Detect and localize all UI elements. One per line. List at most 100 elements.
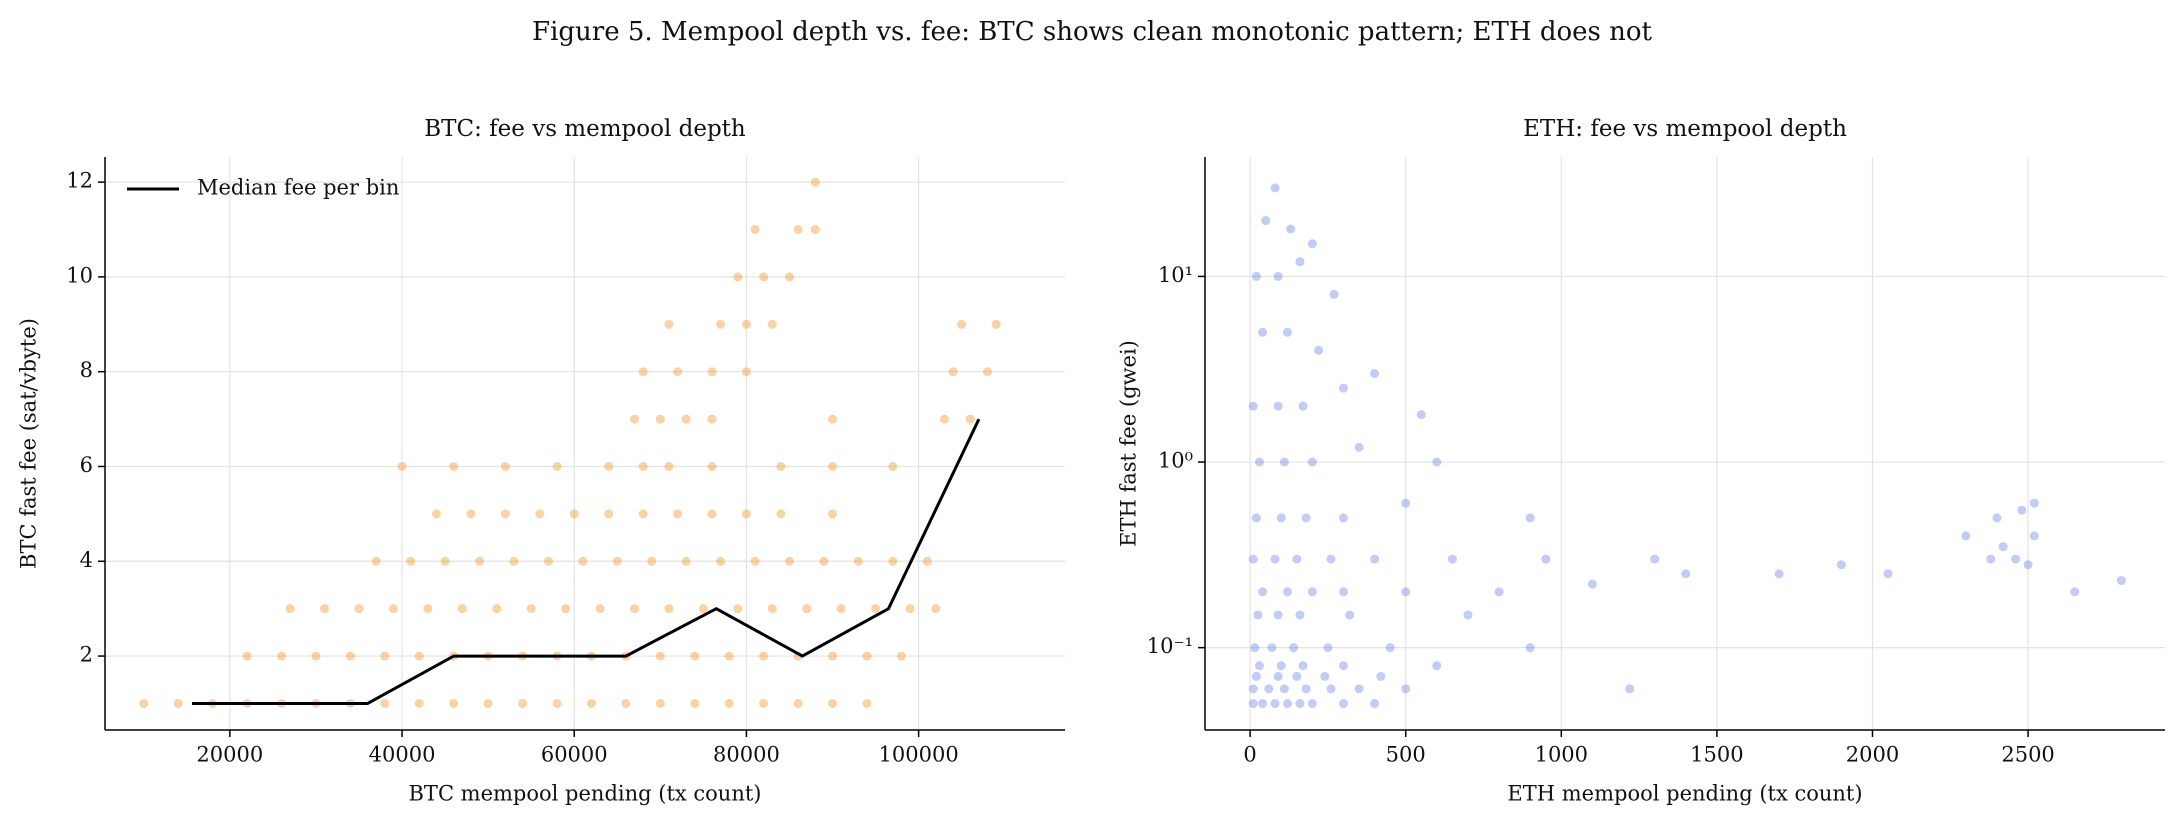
x-tick-label: 0 — [1243, 743, 1256, 767]
scatter-point — [1401, 498, 1411, 508]
scatter-point — [388, 604, 398, 614]
scatter-point — [2029, 498, 2039, 508]
scatter-point — [1276, 513, 1286, 523]
scatter-point — [1401, 587, 1411, 597]
scatter-point — [552, 461, 562, 471]
scatter-point — [698, 604, 708, 614]
scatter-point — [871, 604, 881, 614]
scatter-point — [354, 604, 364, 614]
scatter-point — [888, 556, 898, 566]
scatter-point — [509, 556, 519, 566]
scatter-point — [621, 698, 631, 708]
x-axis-label: BTC mempool pending (tx count) — [409, 782, 762, 806]
scatter-point — [991, 319, 1001, 329]
scatter-point — [1307, 239, 1317, 249]
scatter-point — [767, 604, 777, 614]
scatter-point — [371, 556, 381, 566]
scatter-point — [380, 651, 390, 661]
scatter-point — [1326, 554, 1336, 564]
scatter-point — [759, 651, 769, 661]
legend-label: Median fee per bin — [197, 176, 399, 200]
scatter-point — [1883, 569, 1893, 579]
scatter-point — [1307, 587, 1317, 597]
scatter-point — [664, 461, 674, 471]
scatter-point — [1986, 554, 1996, 564]
scatter-point — [1248, 699, 1258, 709]
scatter-point — [483, 698, 493, 708]
scatter-point — [1248, 401, 1258, 411]
scatter-point — [630, 414, 640, 424]
scatter-point — [896, 651, 906, 661]
scatter-point — [1251, 271, 1261, 281]
scatter-point — [664, 604, 674, 614]
scatter-point — [905, 604, 915, 614]
scatter-point — [1289, 643, 1299, 653]
scatter-point — [604, 509, 614, 519]
scatter-point — [1301, 684, 1311, 694]
scatter-point — [965, 414, 975, 424]
plot-area — [1248, 183, 2126, 709]
scatter-point — [526, 604, 536, 614]
scatter-point — [1338, 661, 1348, 671]
scatter-point — [2029, 531, 2039, 541]
scatter-point — [397, 461, 407, 471]
scatter-point — [759, 272, 769, 282]
scatter-point — [733, 272, 743, 282]
y-tick-label: 10¹ — [1158, 263, 1193, 287]
scatter-point — [638, 509, 648, 519]
scatter-point — [414, 698, 424, 708]
scatter-point — [681, 556, 691, 566]
scatter-point — [1541, 554, 1551, 564]
scatter-point — [828, 651, 838, 661]
scatter-point — [655, 651, 665, 661]
scatter-point — [828, 698, 838, 708]
scatter-point — [1961, 531, 1971, 541]
scatter-point — [475, 556, 485, 566]
scatter-point — [1463, 610, 1473, 620]
scatter-point — [784, 272, 794, 282]
scatter-point — [1254, 661, 1264, 671]
scatter-point — [449, 698, 459, 708]
scatter-point — [638, 461, 648, 471]
scatter-point — [1998, 542, 2008, 552]
scatter-point — [828, 509, 838, 519]
scatter-point — [380, 698, 390, 708]
scatter-point — [1282, 587, 1292, 597]
scatter-point — [1270, 554, 1280, 564]
y-tick-label: 10 — [66, 263, 93, 287]
scatter-point — [836, 604, 846, 614]
scatter-point — [2070, 587, 2080, 597]
scatter-point — [1248, 684, 1258, 694]
scatter-point — [1494, 587, 1504, 597]
scatter-point — [2011, 554, 2021, 564]
scatter-point — [862, 698, 872, 708]
scatter-point — [1681, 569, 1691, 579]
scatter-point — [1401, 684, 1411, 694]
scatter-point — [759, 698, 769, 708]
x-tick-label: 1500 — [1690, 743, 1743, 767]
scatter-point — [1270, 183, 1280, 193]
scatter-point — [1774, 569, 1784, 579]
scatter-point — [1345, 610, 1355, 620]
scatter-point — [535, 509, 545, 519]
scatter-point — [492, 604, 502, 614]
scatter-point — [1587, 579, 1597, 589]
scatter-point — [586, 698, 596, 708]
scatter-point — [1370, 554, 1380, 564]
y-tick-label: 8 — [80, 358, 93, 382]
scatter-point — [957, 319, 967, 329]
scatter-point — [1295, 610, 1305, 620]
scatter-point — [690, 651, 700, 661]
scatter-point — [776, 509, 786, 519]
scatter-point — [1267, 643, 1277, 653]
scatter-point — [1326, 684, 1336, 694]
scatter-point — [810, 225, 820, 235]
scatter-point — [707, 414, 717, 424]
subplot-title: ETH: fee vs mempool depth — [1523, 116, 1847, 142]
scatter-point — [733, 604, 743, 614]
scatter-point — [466, 509, 476, 519]
x-tick-label: 20000 — [196, 743, 263, 767]
scatter-point — [707, 461, 717, 471]
